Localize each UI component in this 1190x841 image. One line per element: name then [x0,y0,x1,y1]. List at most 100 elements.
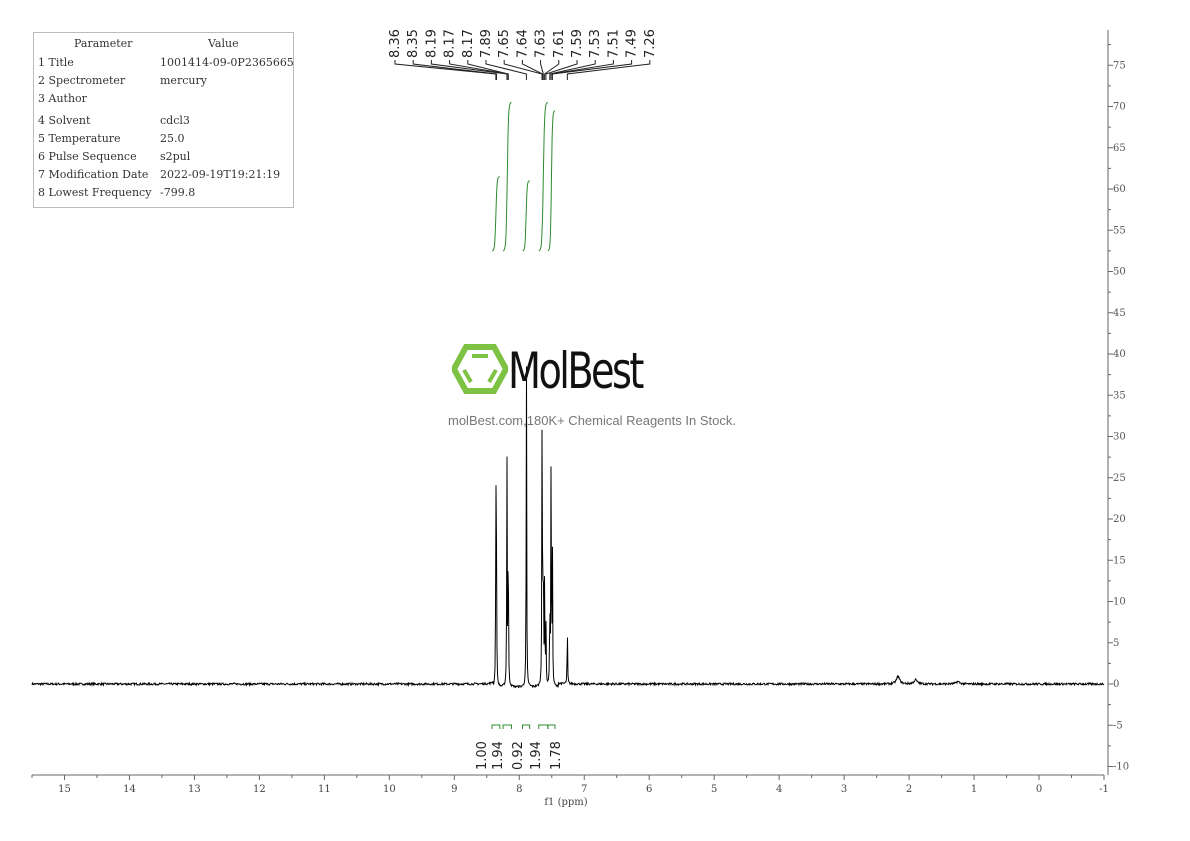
parameter-value: cdcl3 [160,114,190,127]
parameter-key: 1 Title [38,56,74,69]
integral-bracket [502,724,512,729]
parameter-row: 8 Lowest Frequency -799.8 [34,186,293,204]
integral-bracket [538,724,549,729]
x-tick-label: 12 [253,784,266,795]
parameter-table-header: Parameter Value [34,37,293,55]
molbest-watermark: MolBest [450,342,644,402]
x-tick-label: 1 [971,784,977,795]
y-tick-label: 55 [1113,225,1126,236]
y-tick-label: 50 [1113,267,1126,278]
peak-label-leader [566,60,651,80]
x-tick-label: 6 [646,784,652,795]
integral-curve [502,102,512,252]
parameter-key: 6 Pulse Sequence [38,150,137,163]
x-tick-label: 7 [581,784,587,795]
parameter-key: 3 Author [38,92,87,105]
x-tick-label: 3 [841,784,847,795]
parameter-row: 7 Modification Date 2022-09-19T19:21:19 [34,168,293,186]
x-tick-label: 10 [383,784,396,795]
integral-value: 1.94 [491,741,506,770]
parameter-row: 1 Title 1001414-09-0P2365665 [34,56,294,74]
peak-label: 7.53 [588,29,603,58]
y-tick-label: 75 [1113,60,1126,71]
peak-label: 8.36 [388,29,403,58]
peak-label: 7.63 [534,29,549,58]
x-axis-label: f1 (ppm) [544,797,587,808]
integral-curve [547,110,556,252]
peak-label: 7.26 [643,29,658,58]
peak-label-leader [503,60,543,80]
x-tick-label: 13 [188,784,201,795]
y-tick-label: -10 [1113,762,1129,773]
header-parameter: Parameter [74,37,133,50]
parameter-value: 2022-09-19T19:21:19 [160,168,281,181]
integral-value: 1.94 [529,741,544,770]
x-tick-label: -1 [1099,784,1109,795]
y-tick-label: 0 [1113,679,1119,690]
parameter-value: 25.0 [160,132,185,145]
y-tick-label: 25 [1113,473,1126,484]
parameter-key: 8 Lowest Frequency [38,186,152,199]
y-tick-label: 15 [1113,555,1126,566]
peak-label-leader [550,60,614,80]
molbest-hexagon-logo-icon [450,344,510,394]
peak-label: 7.59 [570,29,585,58]
integral-bracket [522,724,531,729]
x-tick-label: 8 [516,784,522,795]
peak-label-leader [544,60,560,80]
x-tick-label: 5 [711,784,717,795]
peak-label: 7.89 [479,29,494,58]
peak-label: 8.17 [443,29,458,58]
y-tick-label: 70 [1113,102,1126,113]
x-tick-label: 14 [123,784,136,795]
y-tick-label: 5 [1113,638,1119,649]
peak-label: 7.65 [497,29,512,58]
peak-label: 7.64 [515,29,530,58]
integral-value: 0.92 [511,741,526,770]
peak-label-leader [430,60,508,80]
integral-curve [491,176,500,252]
x-tick-label: 9 [451,784,457,795]
parameter-row: 6 Pulse Sequence s2pul [34,150,293,168]
peak-label-leader [394,60,497,80]
peak-label: 8.35 [406,29,421,58]
x-tick-label: 0 [1036,784,1042,795]
peak-label-leader [467,60,509,80]
peak-label: 8.17 [461,29,476,58]
parameter-row: 5 Temperature 25.0 [34,132,293,150]
y-tick-label: 30 [1113,432,1126,443]
peak-label: 8.19 [424,29,439,58]
y-tick-label: 20 [1113,514,1126,525]
parameter-key: 7 Modification Date [38,168,149,181]
peak-label-leader [549,60,596,80]
peak-label-leader [545,60,578,80]
parameter-value: mercury [160,74,207,87]
parameter-key: 2 Spectrometer [38,74,126,87]
x-tick-label: 11 [318,784,331,795]
parameter-row: 4 Solvent cdcl3 [34,114,293,132]
x-tick-label: 4 [776,784,782,795]
y-tick-label: 40 [1113,349,1126,360]
y-tick-label: 35 [1113,390,1126,401]
integral-value: 1.00 [475,741,490,770]
y-tick-label: 65 [1113,143,1126,154]
y-tick-label: 10 [1113,597,1126,608]
parameter-row: 3 Author [34,92,293,110]
watermark-tagline: molBest.com,180K+ Chemical Reagents In S… [448,413,736,428]
watermark-name: MolBest [508,342,644,400]
spectrum-line [31,366,1105,689]
x-tick-label: 15 [58,784,71,795]
parameter-value: s2pul [160,150,191,163]
peak-label-leader [521,60,544,80]
peak-label: 7.51 [606,29,621,58]
peak-label-leader [485,60,527,80]
y-tick-label: 45 [1113,308,1126,319]
x-tick-label: 2 [906,784,912,795]
integral-value: 1.78 [549,741,564,770]
y-tick-label: -5 [1113,720,1123,731]
peak-label-leader [540,60,544,80]
parameter-row: 2 Spectrometer mercury [34,74,293,92]
integral-bracket [547,724,556,729]
parameter-value: 1001414-09-0P2365665 [160,56,294,69]
